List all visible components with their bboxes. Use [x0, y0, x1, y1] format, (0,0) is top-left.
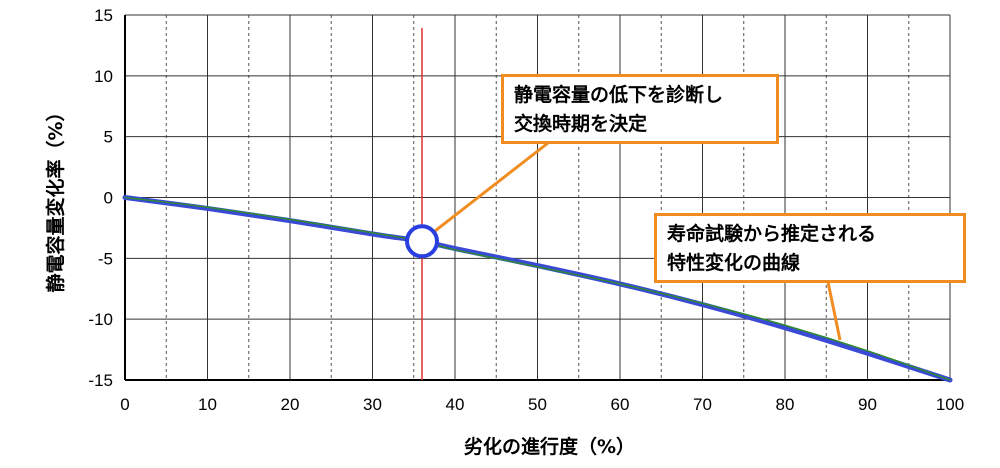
y-axis-title: 静電容量変化率（%） — [44, 102, 67, 292]
x-tick-label: 50 — [528, 395, 547, 414]
callout-leader-diagnosis — [431, 141, 549, 235]
y-tick-label: -5 — [98, 249, 113, 268]
y-tick-label: 15 — [94, 6, 113, 25]
y-tick-label: -15 — [88, 371, 113, 390]
callout-diagnosis: 静電容量の低下を診断し 交換時期を決定 — [501, 74, 779, 144]
x-tick-label: 0 — [120, 395, 129, 414]
curves — [122, 195, 953, 383]
x-tick-label: 60 — [611, 395, 630, 414]
grid — [125, 14, 951, 380]
callout-diagnosis-line-1: 静電容量の低下を診断し — [514, 84, 724, 106]
x-tick-label: 30 — [363, 395, 382, 414]
x-axis-title: 劣化の進行度（%） — [464, 435, 635, 458]
y-tick-label: -10 — [88, 310, 113, 329]
diagnosis-point — [405, 224, 439, 259]
x-tick-label: 100 — [936, 395, 964, 414]
callout-life-test-line-2: 特性変化の曲線 — [667, 252, 801, 274]
callout-life-test: 寿命試験から推定される 特性変化の曲線 — [654, 213, 966, 283]
callout-diagnosis-line-2: 交換時期を決定 — [514, 113, 648, 135]
callout-leader-life-test — [826, 281, 842, 341]
x-tick-label: 10 — [198, 395, 217, 414]
y-tick-label: 0 — [104, 189, 113, 208]
x-tick-label: 90 — [858, 395, 877, 414]
series-line-blue — [122, 195, 953, 383]
y-tick-label: 10 — [94, 67, 113, 86]
series-line-green — [124, 196, 951, 381]
x-tick-label: 80 — [776, 395, 795, 414]
y-tick-label: 5 — [104, 128, 113, 147]
x-tick-label: 70 — [693, 395, 712, 414]
x-tick-label: 20 — [281, 395, 300, 414]
callout-life-test-line-1: 寿命試験から推定される — [667, 223, 877, 245]
x-tick-label: 40 — [446, 395, 465, 414]
